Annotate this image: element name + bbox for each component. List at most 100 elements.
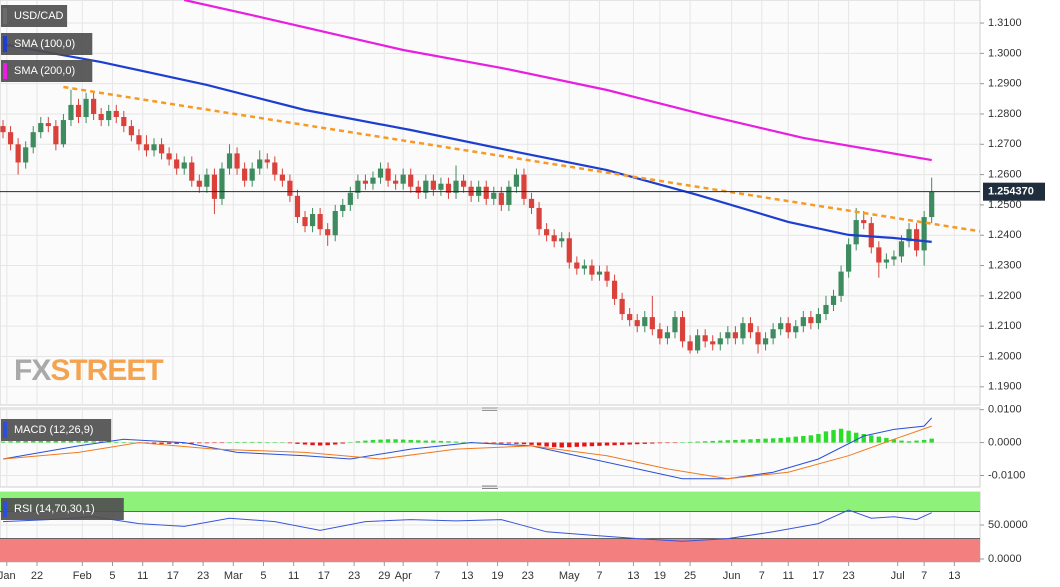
candle-body	[189, 162, 195, 181]
candle-body	[158, 144, 165, 154]
y-tick-label: 1.1900	[988, 381, 1022, 393]
candle-body	[664, 332, 671, 339]
candle-body	[574, 262, 580, 269]
candle-body	[385, 168, 391, 181]
legend-box	[1, 498, 124, 520]
histogram-bar	[559, 442, 564, 448]
candle-body	[340, 204, 346, 211]
last-price-label: 1.254370	[988, 186, 1034, 198]
candle-body	[460, 180, 467, 187]
x-tick-label: 7	[921, 570, 927, 582]
x-tick-label: Apr	[395, 570, 412, 582]
candle-body	[695, 335, 701, 351]
candle-body	[725, 332, 731, 339]
candle-body	[506, 186, 512, 205]
candle-body	[830, 295, 837, 305]
histogram-bar	[53, 440, 59, 443]
histogram-bar	[748, 439, 753, 443]
histogram-bar	[151, 442, 157, 444]
y-tick-label: 1.2100	[988, 320, 1022, 332]
legend-label: MACD (12,26,9)	[14, 424, 93, 436]
histogram-bar	[287, 442, 293, 444]
y-tick-label: 1.2600	[988, 169, 1022, 181]
histogram-bar	[219, 442, 225, 444]
candle-body	[770, 329, 776, 339]
histogram-bar	[665, 442, 670, 444]
histogram-bar	[46, 440, 51, 443]
y-tick-label: 1.2500	[988, 199, 1022, 211]
candle-body	[445, 183, 452, 193]
candle-body	[634, 320, 640, 327]
histogram-bar	[604, 442, 610, 446]
histogram-bar	[763, 438, 768, 443]
histogram-bar	[506, 442, 512, 444]
watermark: FXSTREET	[14, 354, 163, 387]
candle-body	[121, 117, 127, 127]
x-tick-label: 23	[843, 570, 855, 582]
legend-box	[1, 60, 93, 82]
histogram-bar	[166, 442, 172, 444]
histogram-bar	[23, 440, 28, 443]
candle-body	[627, 314, 633, 321]
histogram-bar	[544, 442, 549, 447]
histogram-bar	[446, 441, 451, 443]
histogram-bar	[589, 442, 595, 447]
histogram-bar	[333, 442, 338, 445]
legend-marker	[3, 63, 7, 79]
candle-body	[876, 247, 882, 263]
line	[2, 425, 932, 480]
histogram-bar	[597, 442, 602, 446]
candle-body	[868, 223, 874, 248]
histogram-bar	[234, 441, 240, 443]
candle-body	[891, 256, 897, 260]
histogram-bar	[770, 438, 776, 443]
candle-body	[581, 265, 587, 269]
candle-body	[778, 323, 784, 330]
candle-body	[838, 271, 844, 296]
histogram-bar	[212, 442, 217, 444]
histogram-bar	[718, 440, 723, 443]
histogram-bar	[76, 440, 81, 443]
candle-body	[687, 341, 693, 351]
histogram-bar	[91, 441, 96, 443]
line	[2, 509, 932, 542]
candle-body	[513, 174, 520, 187]
histogram-bar	[876, 436, 882, 443]
candle-body	[566, 238, 572, 263]
x-tick-label: 13	[627, 570, 639, 582]
histogram-bar	[393, 439, 398, 443]
candle-body	[898, 241, 905, 257]
histogram-bar	[61, 440, 66, 443]
histogram-bar	[582, 442, 587, 447]
x-tick-label: 17	[812, 570, 824, 582]
candle-body	[91, 98, 97, 114]
candle-body	[75, 104, 82, 118]
histogram-bar	[204, 442, 210, 444]
candle-body	[23, 147, 29, 163]
x-tick-label: 11	[137, 570, 148, 582]
legend-box	[1, 5, 68, 27]
x-tick-label: 5	[109, 570, 115, 582]
watermark-part: FX	[14, 354, 51, 387]
y-tick-label: 1.3000	[988, 47, 1022, 59]
x-tick-label: Jun	[723, 570, 741, 582]
candle-body	[370, 177, 376, 184]
histogram-bar	[642, 442, 647, 444]
x-tick-label: 29	[378, 570, 390, 582]
y-tick-label: 1.2900	[988, 78, 1022, 90]
histogram-bar	[755, 438, 761, 443]
candle-body	[921, 217, 927, 251]
candle-body	[400, 174, 406, 184]
histogram-bar	[484, 442, 489, 444]
histogram-bar	[499, 442, 504, 444]
histogram-bar	[710, 440, 715, 443]
x-tick-label: Jan	[0, 570, 16, 582]
histogram-bar	[355, 441, 361, 443]
legend-label: USD/CAD	[14, 10, 64, 22]
histogram-bar	[869, 435, 874, 443]
last-price-box	[983, 182, 1045, 201]
histogram-bar	[98, 441, 104, 443]
x-tick-label: 5	[260, 570, 266, 582]
candle-body	[732, 332, 738, 339]
candle-body	[98, 113, 104, 121]
